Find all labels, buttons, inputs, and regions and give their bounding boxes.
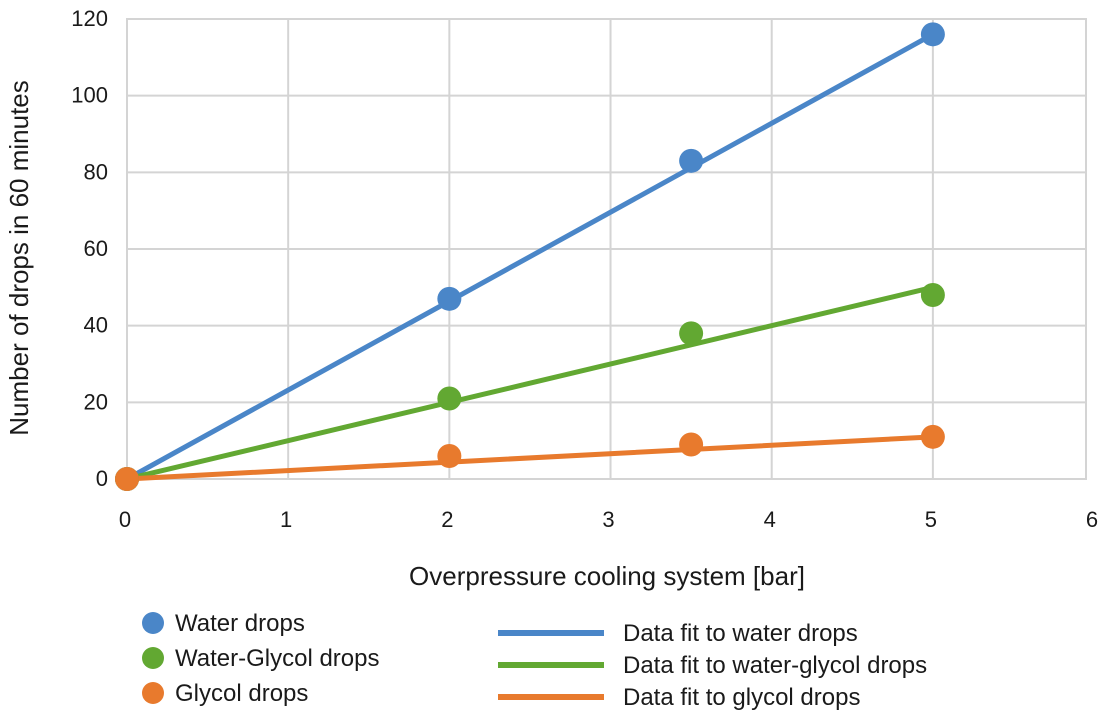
data-point [920, 22, 945, 47]
legend-label: Data fit to water drops [623, 620, 858, 647]
grid [126, 18, 1087, 480]
legend-label: Water-Glycol drops [175, 645, 380, 672]
y-tick-label: 0 [96, 466, 108, 491]
x-tick-label: 2 [441, 507, 453, 532]
x-tick-label: 5 [925, 507, 937, 532]
fit-line [124, 284, 936, 482]
data-point [115, 467, 139, 491]
y-axis-title: Number of drops in 60 minutes [4, 80, 34, 436]
data-point [437, 286, 462, 311]
x-tick-label: 4 [764, 507, 776, 532]
data-point [679, 432, 704, 457]
y-tick-label: 80 [84, 159, 108, 184]
x-tick-label: 0 [119, 507, 131, 532]
data-point [920, 424, 945, 449]
y-tick-label: 120 [71, 6, 108, 31]
legend: Water drops Water-Glycol drops Glycol drop… [142, 610, 927, 711]
fit-lines [124, 31, 936, 482]
data-point [437, 386, 462, 411]
legend-marker [142, 647, 164, 669]
legend-label: Data fit to glycol drops [623, 684, 860, 711]
x-tick-label: 1 [280, 507, 292, 532]
data-point [920, 283, 945, 307]
data-point [679, 148, 704, 173]
data-point [679, 321, 704, 346]
x-axis-title: Overpressure cooling system [bar] [409, 561, 805, 591]
legend-marker [142, 612, 164, 634]
x-tick-label: 3 [602, 507, 614, 532]
y-tick-label: 60 [84, 236, 108, 261]
legend-label: Water drops [175, 610, 305, 637]
legend-label: Data fit to water-glycol drops [623, 652, 927, 679]
data-points [115, 22, 945, 491]
y-tick-label: 40 [84, 313, 108, 338]
tick-labels: 0 20 40 60 80 100 120 0 1 2 3 4 5 6 [71, 6, 1098, 532]
x-tick-label: 6 [1086, 507, 1098, 532]
legend-marker [142, 682, 164, 704]
y-tick-label: 100 [71, 83, 108, 108]
y-tick-label: 20 [84, 389, 108, 414]
data-point [437, 444, 462, 468]
fit-line [124, 31, 936, 482]
fit-line [124, 434, 936, 482]
legend-label: Glycol drops [175, 680, 308, 707]
